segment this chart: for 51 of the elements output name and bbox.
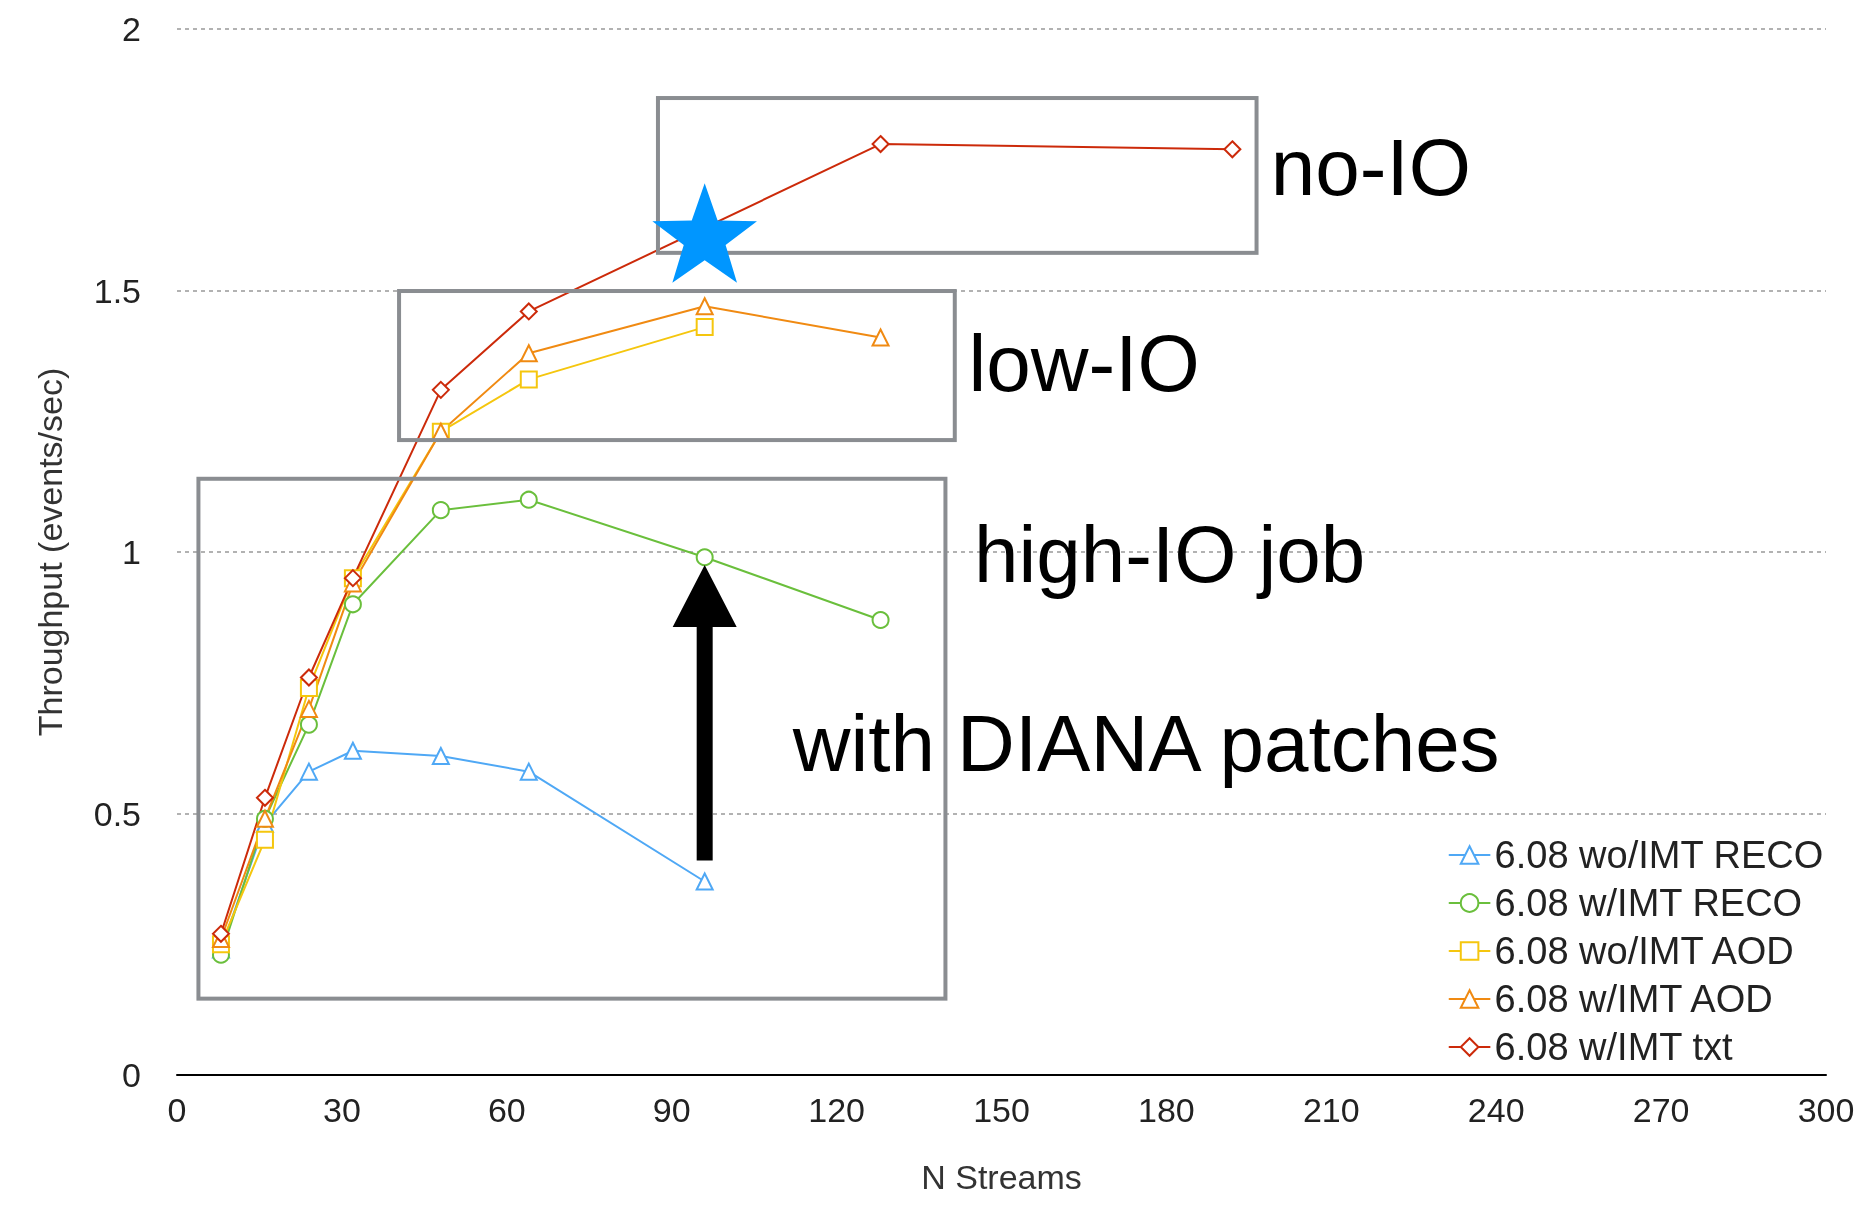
legend-label: 6.08 wo/IMT RECO [1494, 834, 1824, 876]
point [519, 344, 538, 363]
point [871, 328, 890, 347]
point [1223, 140, 1242, 159]
x-tick-label: 0 [167, 1091, 187, 1129]
y-axis-title: Throughput (events/sec) [31, 367, 69, 737]
point [431, 501, 450, 520]
point [343, 741, 362, 760]
point [343, 595, 362, 614]
y-tick-label: 0 [122, 1056, 141, 1094]
annotation: low-IO [968, 319, 1200, 409]
point [695, 318, 714, 337]
x-tick-label: 210 [1302, 1091, 1360, 1129]
x-tick-label: 60 [487, 1091, 526, 1129]
point [519, 762, 538, 781]
x-axis-title: N Streams [921, 1158, 1082, 1196]
x-tick-label: 90 [652, 1091, 691, 1129]
legend-label: 6.08 w/IMT RECO [1494, 882, 1803, 924]
point [299, 762, 318, 781]
point [255, 788, 274, 807]
x-tick-label: 240 [1467, 1091, 1525, 1129]
legend-label: 6.08 wo/IMT AOD [1494, 930, 1794, 972]
annotation: no-IO [1270, 123, 1471, 213]
point [695, 297, 714, 316]
point [871, 610, 890, 629]
y-tick-label: 2 [122, 10, 141, 48]
point [211, 924, 230, 943]
x-tick-label: 120 [808, 1091, 865, 1129]
point [519, 302, 538, 321]
annotation: high-IO job [974, 510, 1366, 600]
legend-label: 6.08 w/IMT AOD [1494, 978, 1773, 1020]
annotation: with DIANA patches [792, 698, 1500, 788]
point [519, 490, 538, 509]
point [519, 370, 538, 389]
x-tick-label: 180 [1138, 1091, 1195, 1129]
point [431, 746, 450, 765]
legend-label: 6.08 w/IMT txt [1494, 1026, 1733, 1068]
point [695, 872, 714, 891]
x-tick-label: 30 [322, 1091, 361, 1129]
y-tick-label: 1.5 [93, 271, 141, 310]
point [299, 699, 318, 718]
y-tick-label: 0.5 [93, 794, 141, 833]
x-tick-label: 150 [973, 1091, 1030, 1129]
point [431, 380, 450, 399]
point [255, 830, 274, 849]
point [299, 668, 318, 687]
x-tick-label: 300 [1797, 1091, 1855, 1129]
y-tick-label: 1 [122, 533, 141, 571]
x-tick-label: 270 [1632, 1091, 1690, 1129]
point [871, 135, 890, 154]
point [695, 548, 714, 567]
